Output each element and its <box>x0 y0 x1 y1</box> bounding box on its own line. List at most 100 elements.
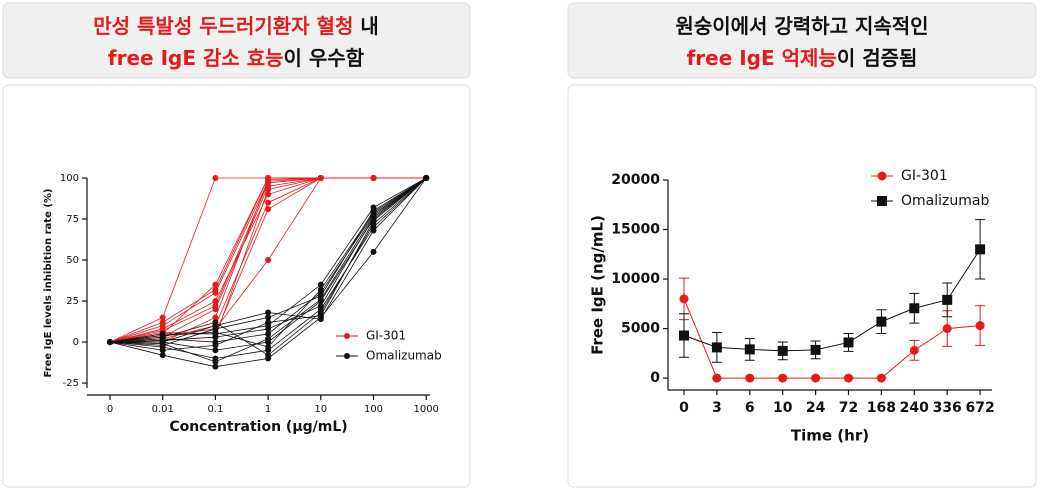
subject-point <box>265 309 272 316</box>
marker <box>679 294 689 304</box>
subject-point <box>265 330 272 337</box>
marker <box>975 244 986 255</box>
x-tick-label: 240 <box>900 400 929 416</box>
subject-point <box>370 175 377 181</box>
subject-point <box>317 302 324 309</box>
subject-point <box>317 281 324 288</box>
x-tick-label: 3 <box>712 400 722 416</box>
marker <box>811 373 821 383</box>
x-tick-label: 1000 <box>413 404 438 415</box>
legend-marker <box>344 353 350 359</box>
y-axis-label: Free IgE (ng/mL) <box>589 215 607 355</box>
subject-point <box>212 286 219 293</box>
x-tick-label: 72 <box>839 400 858 416</box>
legend-label: Omalizumab <box>366 349 442 363</box>
subject-point <box>265 325 272 332</box>
marker <box>745 373 755 383</box>
x-tick-label: 672 <box>965 400 994 416</box>
marker <box>744 344 755 355</box>
heading-text: 이 검증됨 <box>837 46 918 70</box>
y-tick-label: 10000 <box>611 271 660 287</box>
marker <box>711 342 722 353</box>
x-tick-label: 336 <box>933 400 962 416</box>
subject-point <box>265 314 272 321</box>
legend-marker <box>344 333 350 339</box>
y-tick-label: -25 <box>63 378 79 389</box>
heading-text: free IgE 감소 효능 <box>108 46 284 70</box>
subject-point <box>212 347 219 354</box>
subject-point <box>317 296 324 303</box>
marker <box>777 345 788 356</box>
x-tick-label: 0 <box>107 404 113 415</box>
x-tick-label: 0.1 <box>207 404 223 415</box>
marker <box>909 345 919 355</box>
x-tick-label: 100 <box>364 404 383 415</box>
heading-line: free IgE 감소 효능이 우수함 <box>108 46 365 70</box>
legend-marker <box>877 196 887 206</box>
subject-point <box>370 248 377 255</box>
y-tick-label: 100 <box>60 173 79 184</box>
heading-text: 원숭이에서 강력하고 지속적인 <box>675 14 928 38</box>
subject-point <box>212 358 219 365</box>
x-axis-label: Time (hr) <box>791 427 869 445</box>
series-line <box>683 298 981 379</box>
subject-point <box>265 257 272 264</box>
subject-point <box>265 199 272 206</box>
y-tick-label: 5000 <box>621 321 660 337</box>
legend-label: Omalizumab <box>901 193 989 209</box>
y-tick-label: 0 <box>650 370 660 386</box>
y-tick-label: 20000 <box>611 172 660 188</box>
y-tick-label: 50 <box>66 255 79 266</box>
marker <box>942 294 953 305</box>
heading-line: 원숭이에서 강력하고 지속적인 <box>675 14 928 38</box>
chart-box <box>567 84 1037 488</box>
subject-point <box>265 179 272 186</box>
subject-point <box>212 334 219 341</box>
x-tick-label: 0 <box>679 400 689 416</box>
subject-point <box>159 347 166 354</box>
subject-point <box>159 332 166 339</box>
heading-box <box>2 2 471 79</box>
marker <box>975 321 985 331</box>
y-tick-label: 75 <box>66 214 79 225</box>
subject-point <box>265 343 272 350</box>
subject-point <box>159 340 166 347</box>
heading-line: free IgE 억제능이 검증됨 <box>687 46 918 70</box>
subject-point <box>423 175 430 181</box>
subject-point <box>159 352 166 359</box>
y-tick-label: 0 <box>73 337 79 348</box>
x-axis-label: Concentration (μg/mL) <box>169 419 347 435</box>
subject-point <box>317 175 324 181</box>
heading-text: 이 우수함 <box>284 46 365 70</box>
x-tick-label: 24 <box>806 400 826 416</box>
heading-text: 만성 특발성 두드러기환자 혈청 <box>93 14 353 38</box>
x-tick-label: 168 <box>867 400 896 416</box>
subject-point <box>212 175 219 181</box>
subject-point <box>159 319 166 326</box>
marker <box>679 330 689 341</box>
legend-label: GI-301 <box>901 168 948 184</box>
subject-point <box>265 335 272 342</box>
subject-point <box>212 314 219 321</box>
subject-point <box>265 319 272 326</box>
subject-point <box>370 217 377 224</box>
x-tick-label: 10 <box>773 400 793 416</box>
y-tick-label: 15000 <box>611 222 660 238</box>
heading-text: free IgE 억제능 <box>687 46 837 70</box>
subject-point <box>212 322 219 329</box>
marker <box>844 373 853 383</box>
subject-point <box>212 363 219 370</box>
chart-box <box>2 84 471 488</box>
subject-point <box>159 314 166 321</box>
heading-text: 내 <box>353 14 378 38</box>
marker <box>909 303 920 314</box>
marker <box>712 373 722 383</box>
marker <box>810 344 821 355</box>
y-axis-label: Free IgE levels inhibition rate (%) <box>43 189 54 378</box>
marker <box>876 373 886 383</box>
y-tick-label: 25 <box>66 296 79 307</box>
marker <box>942 324 952 334</box>
subject-point <box>370 212 377 219</box>
legend-marker <box>877 171 887 181</box>
